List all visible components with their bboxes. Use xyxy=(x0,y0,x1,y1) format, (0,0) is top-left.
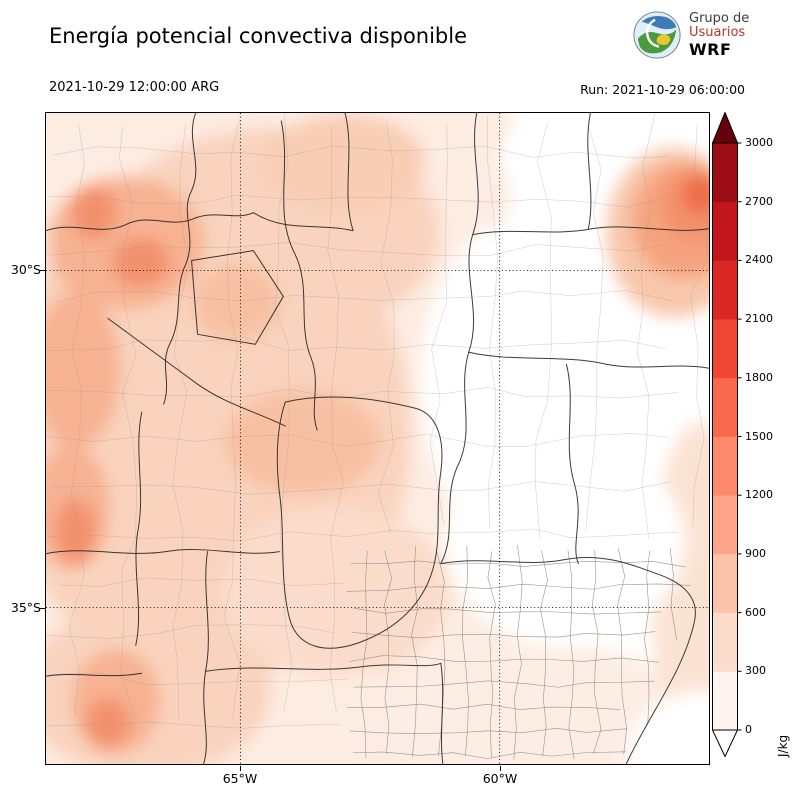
boundary-line xyxy=(360,550,368,758)
boundary-line xyxy=(350,560,686,568)
cape-map xyxy=(46,113,709,764)
colorbar-tickmarks xyxy=(737,142,742,731)
boundary-line xyxy=(47,721,340,729)
boundary-line xyxy=(53,145,668,159)
lat-label-35s: 35°S xyxy=(10,600,41,615)
colorbar-svg xyxy=(712,112,742,757)
colorbar-segment xyxy=(712,671,738,731)
colorbar-segment xyxy=(712,377,738,437)
colorbar-tick-label: 900 xyxy=(745,546,766,560)
boundary-line xyxy=(644,550,651,725)
map-frame xyxy=(45,112,710,765)
colorbar-tick-label: 600 xyxy=(745,605,766,619)
run-time: Run: 2021-10-29 06:00:00 xyxy=(580,82,745,97)
lon-label-65w: 65°W xyxy=(222,771,258,786)
boundary-line xyxy=(349,728,627,734)
colorbar-tick-label: 0 xyxy=(745,723,752,736)
lat-tick-30s xyxy=(40,270,45,271)
lon-tick-60w xyxy=(500,766,501,771)
boundary-line xyxy=(68,123,85,717)
boundary-line xyxy=(46,337,666,352)
boundary-line xyxy=(48,672,348,685)
boundary-line xyxy=(411,545,418,757)
boundary-line xyxy=(487,117,498,530)
colorbar-segment xyxy=(712,553,738,613)
colorbar-segment xyxy=(712,319,738,379)
lon-label-60w: 60°W xyxy=(482,771,518,786)
boundary-line xyxy=(636,113,656,539)
boundary-line xyxy=(513,545,523,760)
colorbar-segment xyxy=(712,143,738,203)
boundary-line xyxy=(56,290,675,303)
colorbar-unit-label: J/kg xyxy=(776,734,790,757)
boundary-line xyxy=(223,118,241,719)
colorbar-ticks: 0 300 600 900 1200 1500 1800 2100 2400 2700 3000 xyxy=(712,112,797,757)
boundary-line xyxy=(617,548,627,755)
colorbar-segment xyxy=(712,201,738,261)
colorbar-segment xyxy=(712,260,738,320)
wrf-globe-icon xyxy=(633,11,681,59)
boundary-line xyxy=(46,528,677,542)
boundary-line xyxy=(275,113,293,712)
boundary-line xyxy=(352,631,656,639)
page-title: Energía potencial convectiva disponible xyxy=(49,24,468,48)
boundary-line xyxy=(567,550,575,760)
boundary-line xyxy=(377,121,395,533)
boundary-line xyxy=(58,577,344,587)
wrf-logo-text: Grupo de Usuarios WRF xyxy=(689,10,750,59)
boundary-line xyxy=(487,551,496,758)
boundary-line xyxy=(347,703,621,710)
boundary-line xyxy=(172,122,189,721)
dept-mesh-west xyxy=(46,113,708,729)
boundary-line xyxy=(535,122,552,538)
lon-tick-65w xyxy=(240,766,241,771)
boundary-line xyxy=(119,125,137,721)
boundary-line xyxy=(346,583,691,592)
boundary-line xyxy=(46,433,669,447)
valid-time: 2021-10-29 12:00:00 ARG xyxy=(49,80,220,95)
boundary-line xyxy=(46,242,670,256)
colorbar-segment xyxy=(712,495,738,555)
boundary-line xyxy=(353,751,627,759)
boundary-line xyxy=(353,680,655,688)
graticule xyxy=(46,113,709,764)
colorbar-segment xyxy=(712,612,738,672)
colorbar-tick-label: 2700 xyxy=(745,194,773,208)
colorbar-segment-group xyxy=(712,143,738,731)
boundary-line xyxy=(669,548,678,641)
logo-usuarios: Usuarios xyxy=(689,25,746,41)
cape-field-layer xyxy=(46,113,709,764)
logo-wrf: WRF xyxy=(689,39,732,59)
wrf-logo: Grupo de Usuarios WRF xyxy=(632,10,749,60)
lat-tick-35s xyxy=(40,608,45,609)
lat-label-30s: 30°S xyxy=(10,262,41,277)
colorbar-tick-label: 2100 xyxy=(745,312,773,326)
boundary-line xyxy=(540,550,548,757)
boundary-line xyxy=(327,125,344,712)
colorbar-tick-label: 1200 xyxy=(745,488,773,502)
colorbar-tick-label: 300 xyxy=(745,664,766,678)
boundary-line xyxy=(353,607,662,615)
boundary-line xyxy=(349,655,659,663)
boundary-line xyxy=(46,624,336,639)
boundary-line xyxy=(46,387,679,400)
colorbar-segment xyxy=(712,436,738,496)
colorbar: 0 300 600 900 1200 1500 1800 2100 2400 2700 3000 J… xyxy=(712,112,797,757)
boundary-line xyxy=(429,123,448,525)
boundary-line xyxy=(462,545,469,756)
colorbar-tick-label: 1800 xyxy=(745,370,773,384)
boundary-line xyxy=(690,124,708,527)
colorbar-tick-label: 3000 xyxy=(745,136,773,149)
boundary-line xyxy=(585,124,604,532)
colorbar-tick-label: 1500 xyxy=(745,429,773,443)
logo-grupo-de: Grupo de xyxy=(689,10,750,26)
boundary-line xyxy=(591,550,602,755)
boundary-line xyxy=(48,193,683,208)
province-boundaries xyxy=(46,113,709,764)
boundary-line xyxy=(384,550,392,755)
colorbar-tick-label: 2400 xyxy=(745,253,773,267)
